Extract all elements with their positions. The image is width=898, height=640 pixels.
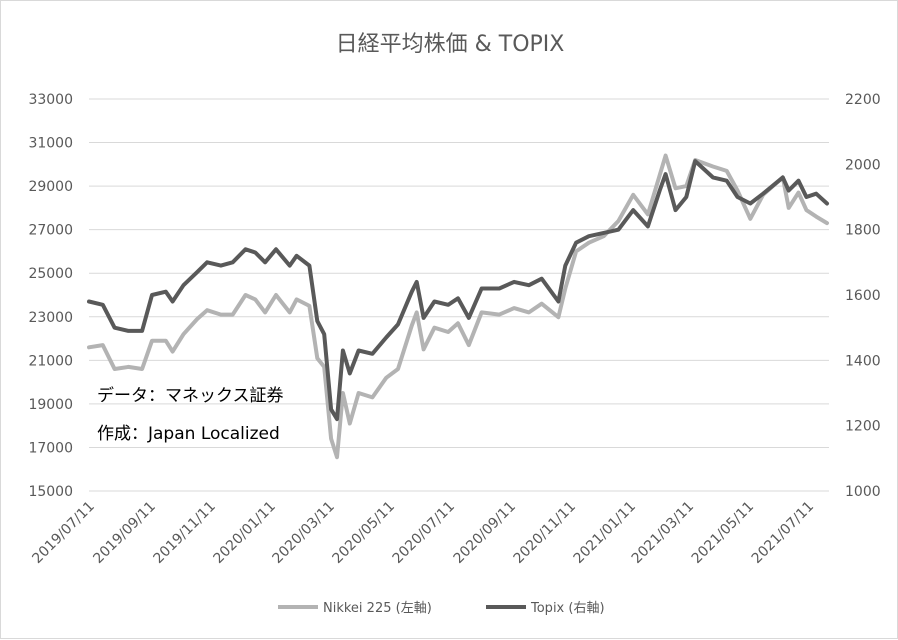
y-axis-left: 15000 17000 19000 21000 23000 25000 27000 29000… [28, 92, 73, 500]
x-tick-label: 2019/07/11 [29, 499, 97, 567]
gridlines [89, 98, 829, 492]
y-left-tick-label: 21000 [28, 353, 73, 369]
y-right-tick-label: 1800 [845, 223, 881, 239]
x-tick-label: 2020/09/11 [451, 499, 519, 567]
x-tick-label: 2020/11/11 [511, 499, 579, 567]
y-axis-right: 1000 1200 1400 1600 1800 2000 2200 [845, 92, 881, 500]
series-line-nikkei [87, 153, 829, 460]
x-axis: 2019/07/112019/09/112019/11/112020/01/11… [29, 499, 817, 567]
legend-label-nikkei: Nikkei 225 (左軸) [323, 601, 432, 616]
y-left-tick-label: 17000 [28, 440, 73, 456]
x-tick-label: 2021/03/11 [629, 499, 697, 567]
legend: Nikkei 225 (左軸) Topix (右軸) [278, 601, 605, 616]
chart-title: 日経平均株価 & TOPIX [336, 32, 565, 57]
x-tick-label: 2019/11/11 [150, 499, 218, 567]
y-right-tick-label: 1400 [845, 353, 881, 369]
y-right-tick-label: 2000 [845, 157, 881, 173]
y-left-tick-label: 27000 [28, 223, 73, 239]
x-tick-label: 2019/09/11 [90, 499, 158, 567]
y-left-tick-label: 31000 [28, 136, 73, 152]
annotations: データ：マネックス証券 作成：Japan Localized [97, 385, 284, 444]
annotation-source: データ：マネックス証券 [97, 385, 284, 406]
x-tick-label: 2020/03/11 [270, 499, 338, 567]
y-right-tick-label: 1000 [845, 484, 881, 500]
y-left-tick-label: 33000 [28, 92, 73, 108]
annotation-author: 作成：Japan Localized [97, 424, 280, 444]
y-left-tick-label: 25000 [28, 266, 73, 282]
y-right-tick-label: 1600 [845, 288, 881, 304]
legend-label-topix: Topix (右軸) [530, 601, 605, 616]
x-tick-label: 2020/05/11 [330, 499, 398, 567]
x-tick-label: 2020/01/11 [211, 499, 279, 567]
x-tick-label: 2021/07/11 [749, 499, 817, 567]
y-left-tick-label: 23000 [28, 310, 73, 326]
series-layer [87, 153, 829, 460]
y-left-tick-label: 19000 [28, 397, 73, 413]
x-tick-label: 2020/07/11 [390, 499, 458, 567]
series-line-topix [87, 159, 829, 422]
legend-item-topix: Topix (右軸) [486, 601, 605, 616]
y-right-tick-label: 1200 [845, 419, 881, 435]
y-left-tick-label: 15000 [28, 484, 73, 500]
x-tick-label: 2021/05/11 [689, 499, 757, 567]
y-right-tick-label: 2200 [845, 92, 881, 108]
y-left-tick-label: 29000 [28, 179, 73, 195]
legend-item-nikkei: Nikkei 225 (左軸) [278, 601, 432, 616]
